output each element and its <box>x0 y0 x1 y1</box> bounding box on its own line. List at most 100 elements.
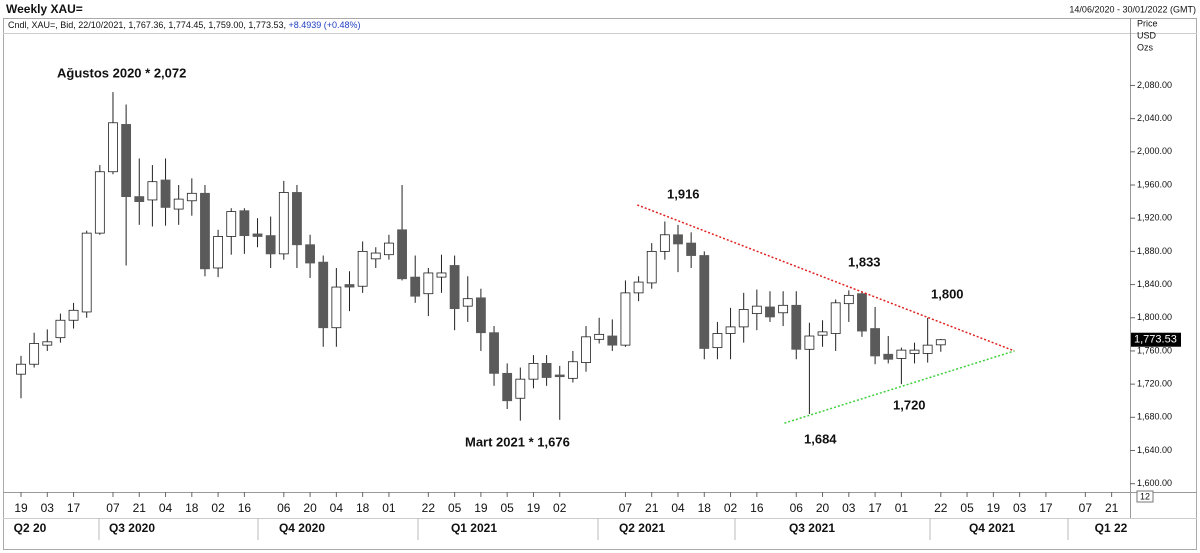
candle-body <box>686 242 697 256</box>
candle-body <box>134 196 145 203</box>
annotation: 1,720 <box>893 397 926 412</box>
candle-body <box>620 292 631 346</box>
date-range: 14/06/2020 - 30/01/2022 (GMT) <box>1069 4 1196 14</box>
candle-body <box>344 284 355 288</box>
candle-body <box>384 242 394 256</box>
candle-body <box>712 333 723 349</box>
x-tick-label: 05 <box>448 501 462 515</box>
candle-body <box>462 298 473 307</box>
candle-body <box>292 192 302 246</box>
candle-body <box>108 122 118 173</box>
x-tick-label: 21 <box>133 501 147 515</box>
x-tick-label: 05 <box>960 501 974 515</box>
candle-body <box>121 124 132 198</box>
candle-body <box>659 234 670 252</box>
y-tick-label: 1,920.00 <box>1137 213 1172 223</box>
candle-body <box>673 234 683 245</box>
y-tick-label: 1,640.00 <box>1137 445 1172 455</box>
quarter-label: Q2 2021 <box>619 521 665 535</box>
y-tick-label: 1,760.00 <box>1137 345 1172 355</box>
candle-body <box>567 361 578 379</box>
candle-body <box>607 335 618 346</box>
candle-body <box>68 309 79 321</box>
candle-body <box>725 326 736 334</box>
candle-body <box>935 339 946 346</box>
candle-body <box>541 362 552 378</box>
candle-body <box>147 181 158 201</box>
x-tick-label: 07 <box>619 501 633 515</box>
quarter-label: Q3 2021 <box>789 521 835 535</box>
trendline <box>636 204 1015 352</box>
candle-body <box>751 305 762 315</box>
x-tick-label: 16 <box>750 501 764 515</box>
candle-body <box>436 272 447 278</box>
candle-body <box>173 198 184 210</box>
annotation: 1,800 <box>931 286 964 301</box>
candle-body <box>883 353 894 360</box>
x-tick-label: 20 <box>303 501 317 515</box>
candle-body <box>791 304 802 350</box>
quarter-label: Q4 2021 <box>969 521 1015 535</box>
x-tick-label: 17 <box>1039 501 1053 515</box>
candle-body <box>252 233 263 237</box>
price-tag-box <box>1131 332 1181 347</box>
x-tick-label: 01 <box>895 501 909 515</box>
x-tick-label: 19 <box>14 501 28 515</box>
y-tick-label: 1,720.00 <box>1137 379 1172 389</box>
x-tick-label: 22 <box>934 501 948 515</box>
trendline <box>784 350 1015 424</box>
chart-title: Weekly XAU= <box>6 2 83 16</box>
x-tick-label: 04 <box>330 501 344 515</box>
candle-body <box>699 255 710 349</box>
candle-body <box>870 328 880 357</box>
x-tick-label: 06 <box>277 501 291 515</box>
candle-body <box>318 261 329 329</box>
candle-body <box>594 333 605 340</box>
y-tick-label: 1,840.00 <box>1137 279 1172 289</box>
quarter-label: Q2 20 <box>14 521 47 535</box>
candle-body <box>581 336 591 363</box>
candle-body <box>817 331 828 336</box>
corner-label: 12 <box>1140 491 1150 501</box>
legend-line: Cndl, XAU=, Bid, 22/10/2021, 1,767.36, 1… <box>8 20 361 30</box>
candle-body <box>502 372 513 402</box>
x-tick-label: 21 <box>645 501 659 515</box>
x-tick-label: 17 <box>67 501 81 515</box>
candle-body <box>896 349 907 359</box>
axis-unit: USD <box>1137 30 1157 40</box>
annotation: 1,684 <box>804 431 837 446</box>
candle-body <box>239 210 250 237</box>
candle-body <box>423 272 434 295</box>
x-tick-label: 04 <box>159 501 173 515</box>
y-tick-label: 2,080.00 <box>1137 80 1172 90</box>
y-tick-label: 1,960.00 <box>1137 179 1172 189</box>
candle-body <box>515 378 526 399</box>
candle-body <box>357 250 368 287</box>
candle-body <box>633 281 644 294</box>
x-tick-label: 18 <box>185 501 199 515</box>
candle-body <box>16 363 26 375</box>
x-tick-label: 07 <box>1079 501 1093 515</box>
x-tick-label: 21 <box>1105 501 1119 515</box>
candle-body <box>528 362 539 380</box>
x-tick-label: 06 <box>790 501 804 515</box>
price-tag: 1,773.53 <box>1134 334 1177 346</box>
y-tick-label: 1,880.00 <box>1137 246 1172 256</box>
candle-body <box>778 304 789 314</box>
candle-body <box>843 294 854 305</box>
candle-body <box>765 306 775 318</box>
legend-change: +8.4939 (+0.48%) <box>288 20 360 30</box>
candle-body <box>305 244 315 264</box>
candle-body <box>81 232 92 313</box>
candle-body <box>160 179 171 208</box>
y-tick-label: 2,000.00 <box>1137 146 1172 156</box>
y-tick-label: 2,040.00 <box>1137 113 1172 123</box>
x-tick-label: 18 <box>356 501 370 515</box>
candle-body <box>909 349 920 354</box>
candle-body <box>186 192 197 202</box>
x-tick-label: 02 <box>553 501 567 515</box>
quarter-label: Q4 2020 <box>279 521 325 535</box>
candle-body <box>200 192 210 270</box>
